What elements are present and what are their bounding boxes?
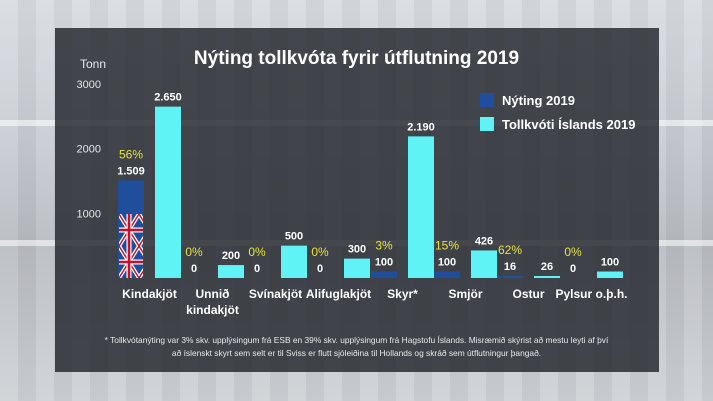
percentage-label: 15% xyxy=(435,239,459,253)
data-label-nyting: 0 xyxy=(570,263,576,275)
category-label: Unnið xyxy=(196,287,230,301)
data-label-tollkvoti: 26 xyxy=(541,261,553,273)
legend-item-tollkvoti: Tollkvóti Íslands 2019 xyxy=(480,115,635,133)
percentage-label: 0% xyxy=(248,245,266,259)
data-label-nyting: 100 xyxy=(438,257,456,269)
bar-tollkvoti xyxy=(534,276,560,278)
legend-swatch-tollkvoti xyxy=(480,117,494,131)
percentage-label: 0% xyxy=(564,245,582,259)
uk-flag-image xyxy=(119,214,143,278)
legend-label-nyting: Nýting 2019 xyxy=(502,92,575,108)
data-label-nyting: 1.509 xyxy=(117,165,145,177)
percentage-label: 62% xyxy=(498,243,522,257)
legend-swatch-nyting xyxy=(480,93,494,107)
category-label: Svínakjöt xyxy=(249,287,302,301)
category-label: Pylsur o.þ.h. xyxy=(555,287,627,301)
category-label: Alifuglakjöt xyxy=(306,287,371,301)
bar-tollkvoti xyxy=(344,258,370,278)
percentage-label: 0% xyxy=(185,245,203,259)
data-label-nyting: 0 xyxy=(191,263,197,275)
bar-tollkvoti xyxy=(218,265,244,278)
bar-tollkvoti xyxy=(597,271,623,278)
bar-tollkvoti xyxy=(471,250,497,278)
bar-tollkvoti xyxy=(281,245,307,278)
data-label-tollkvoti: 500 xyxy=(285,231,303,243)
bar-tollkvoti xyxy=(155,106,181,278)
y-axis-unit-label: Tonn xyxy=(80,57,107,71)
data-label-tollkvoti: 2.650 xyxy=(154,92,182,104)
legend-item-nyting: Nýting 2019 xyxy=(480,91,575,109)
chart-title: Nýting tollkvóta fyrir útflutning 2019 xyxy=(193,48,520,69)
bar-nyting xyxy=(434,271,460,278)
bar-nyting xyxy=(497,276,523,278)
data-label-nyting: 0 xyxy=(254,263,260,275)
category-label: kindakjöt xyxy=(186,303,239,317)
bar-nyting xyxy=(371,271,397,278)
data-label-tollkvoti: 200 xyxy=(222,250,240,262)
y-tick-label: 3000 xyxy=(77,79,101,91)
footnote: * Tollkvótanýting var 3% skv. upplýsingu… xyxy=(104,335,609,358)
data-label-tollkvoti: 426 xyxy=(475,235,493,247)
category-label: Skyr* xyxy=(387,287,418,301)
percentage-label: 56% xyxy=(119,147,143,161)
data-label-nyting: 16 xyxy=(504,261,516,273)
category-label: Smjör xyxy=(448,287,482,301)
percentage-label: 3% xyxy=(375,239,393,253)
category-label: Kindakjöt xyxy=(122,287,177,301)
data-label-tollkvoti: 300 xyxy=(348,244,366,256)
y-tick-label: 1000 xyxy=(77,208,101,220)
legend-label-tollkvoti: Tollkvóti Íslands 2019 xyxy=(502,116,636,132)
data-label-nyting: 0 xyxy=(317,263,323,275)
data-label-nyting: 100 xyxy=(375,257,393,269)
data-label-tollkvoti: 2.190 xyxy=(407,121,435,133)
bar-tollkvoti xyxy=(408,136,434,278)
category-label: Ostur xyxy=(512,287,544,301)
percentage-label: 0% xyxy=(311,245,329,259)
data-label-tollkvoti: 100 xyxy=(601,257,619,269)
y-tick-label: 2000 xyxy=(77,144,101,156)
